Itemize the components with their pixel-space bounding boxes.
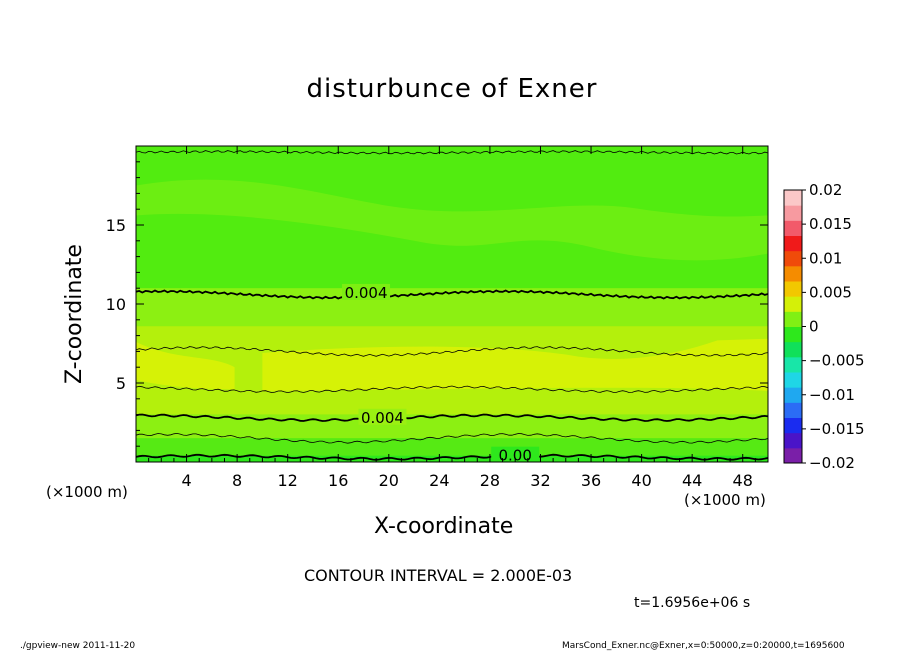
- colorbar-tick-label: −0.02: [809, 454, 855, 472]
- colorbar-swatch: [784, 250, 802, 267]
- colorbar-swatch: [784, 341, 802, 358]
- band-0008: [136, 338, 768, 391]
- colorbar-tick-label: 0.01: [809, 249, 842, 267]
- y-tick-label: 15: [106, 216, 126, 235]
- x-tick-label: 48: [733, 471, 753, 490]
- contour-0008-upper: [136, 346, 768, 357]
- contour-top: [136, 150, 768, 155]
- chart-title: disturbunce of Exner: [306, 74, 598, 104]
- colorbar-swatch: [784, 402, 802, 418]
- colorbar-tick-label: −0.01: [809, 386, 855, 404]
- y-tick-label: 5: [116, 374, 126, 393]
- colorbar-swatch: [784, 387, 802, 403]
- colorbar-tick-label: −0.005: [809, 352, 865, 370]
- contour-label: 0.00: [498, 447, 531, 465]
- footer-right: MarsCond_Exner.nc@Exner,x=0:50000,z=0:20…: [562, 641, 845, 651]
- x-tick-label: 12: [278, 471, 298, 490]
- contour-0004-lower: [136, 413, 768, 422]
- colorbar-swatch: [784, 296, 802, 312]
- time-label: t=1.6956e+06 s: [634, 595, 751, 611]
- contour-label: 0.004: [361, 409, 404, 427]
- x-unit-right: (×1000 m): [684, 491, 766, 509]
- contour-label: 0.004: [345, 284, 388, 302]
- colorbar-swatch: [784, 447, 802, 464]
- x-tick-label: 4: [181, 471, 191, 490]
- colorbar-tick-label: 0.005: [809, 283, 852, 301]
- colorbar-swatch: [784, 190, 802, 206]
- x-axis-label: X-coordinate: [374, 514, 514, 539]
- y-tick-label: 10: [106, 295, 126, 314]
- colorbar-swatch: [784, 220, 802, 236]
- colorbar-swatch: [784, 265, 802, 282]
- x-tick-label: 28: [480, 471, 500, 490]
- heatmap-fill: [136, 146, 768, 462]
- contour-0008-lower: [136, 385, 768, 394]
- footer-left: ./gpview-new 2011-11-20: [20, 641, 136, 651]
- colorbar-swatch: [784, 311, 802, 327]
- colorbar-tick-label: −0.015: [809, 420, 865, 438]
- colorbar-swatch: [784, 205, 802, 221]
- colorbar-tick-label: 0.015: [809, 215, 852, 233]
- contour-interval: CONTOUR INTERVAL = 2.000E-03: [304, 566, 573, 585]
- x-tick-label: 32: [530, 471, 550, 490]
- contour-0004-upper: [136, 289, 768, 300]
- contour-0002: [136, 432, 768, 444]
- x-tick-label: 24: [429, 471, 449, 490]
- band-mid-upper: [136, 179, 768, 261]
- plot-area: 0.004 0.004 0.00: [136, 146, 768, 465]
- colorbar-swatch: [784, 432, 802, 449]
- colorbar-swatch: [784, 372, 802, 388]
- x-tick-label: 40: [631, 471, 651, 490]
- colorbar-tick-label: 0.02: [809, 181, 842, 199]
- colorbar-swatch: [784, 326, 802, 343]
- x-tick-label: 20: [379, 471, 399, 490]
- colorbar-swatch: [784, 356, 802, 373]
- colorbar-swatch: [784, 281, 802, 297]
- contour-0000: [136, 453, 768, 461]
- y-axis-label: Z-coordinate: [62, 244, 87, 384]
- x-unit-left: (×1000 m): [46, 483, 128, 501]
- x-tick-label: 36: [581, 471, 601, 490]
- colorbar-swatch: [784, 235, 802, 252]
- band-low-2: [136, 438, 768, 456]
- x-tick-label: 8: [232, 471, 242, 490]
- x-tick-label: 44: [682, 471, 702, 490]
- colorbar-swatch: [784, 417, 802, 434]
- colorbar-tick-label: 0: [809, 318, 819, 336]
- colorbar: 0.02 0.015 0.01 0.005 0 −0.005 −0.01 −0.015 −0.0…: [783, 181, 865, 472]
- band-low-1: [136, 414, 768, 439]
- x-tick-label: 16: [328, 471, 348, 490]
